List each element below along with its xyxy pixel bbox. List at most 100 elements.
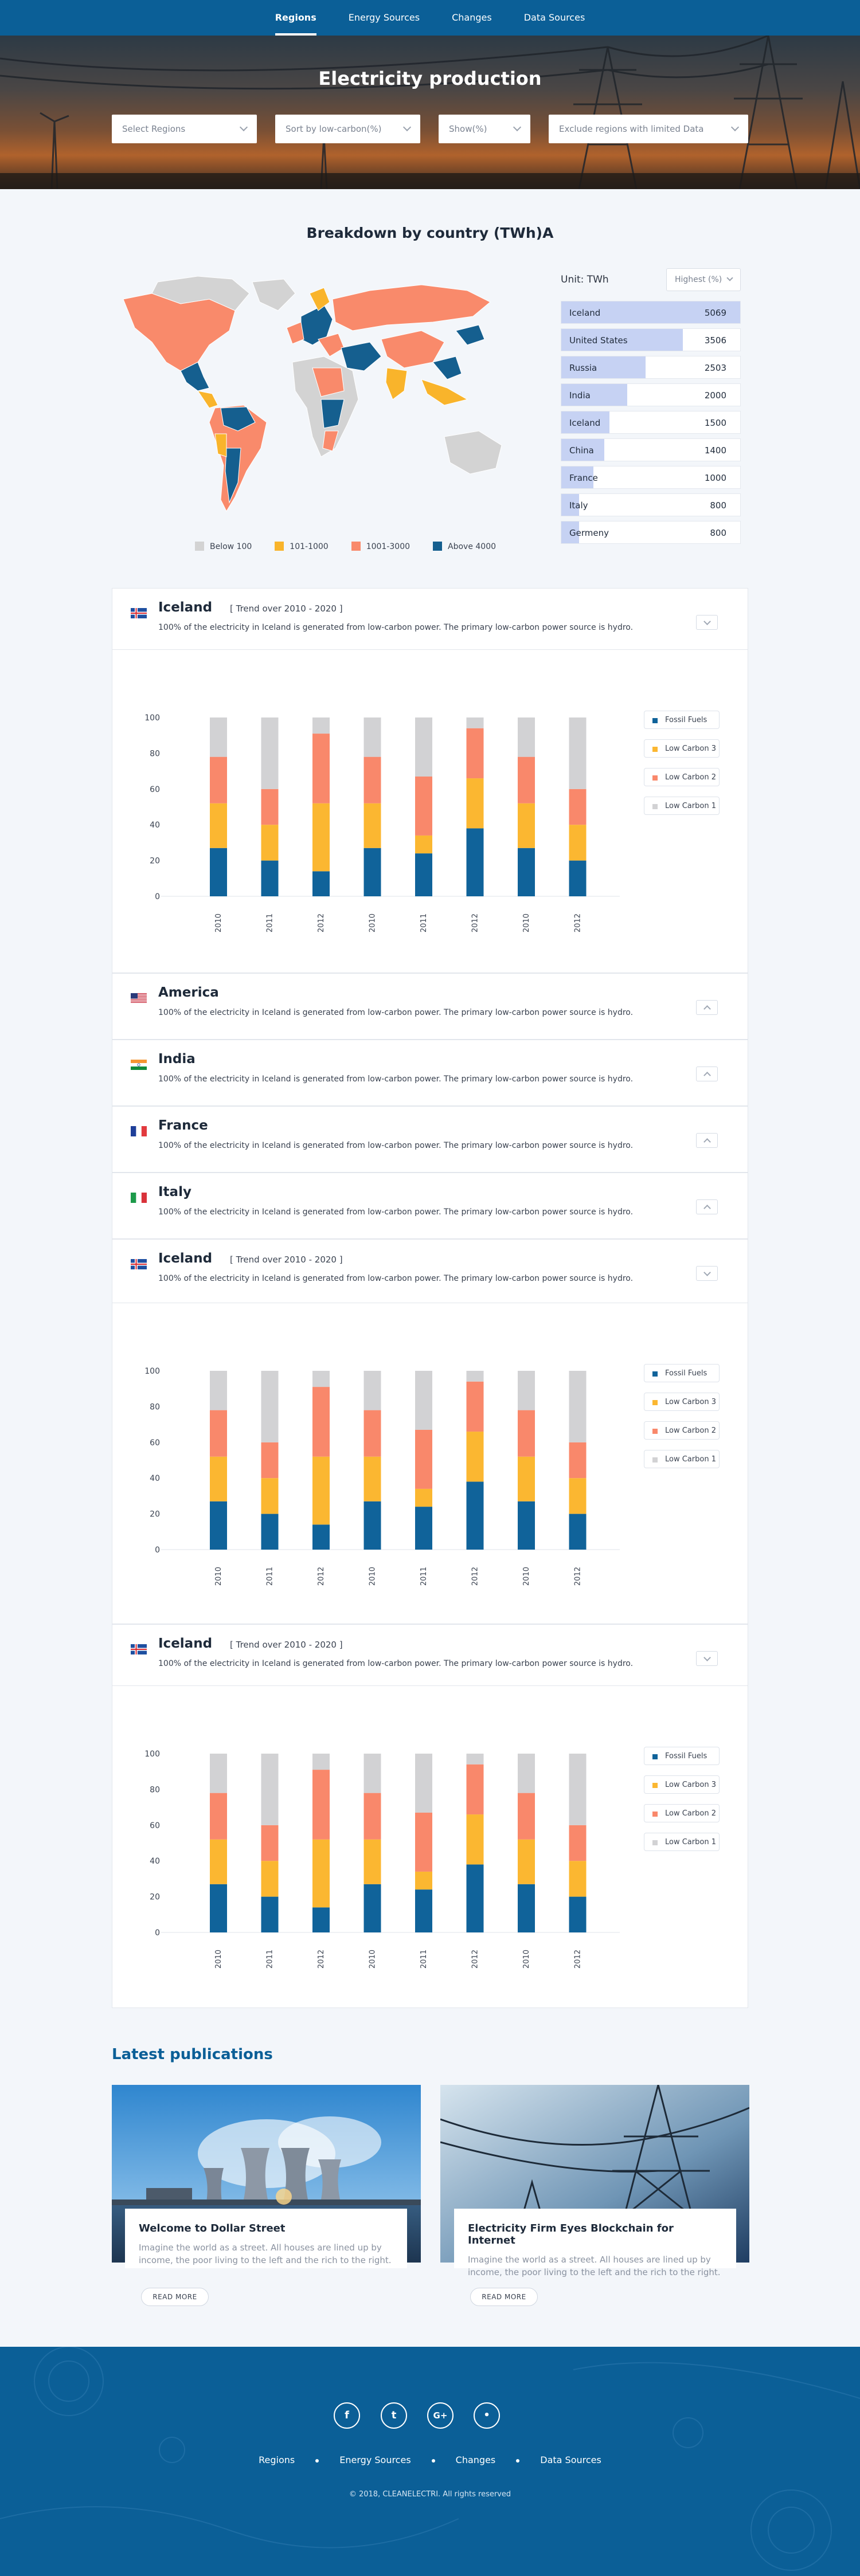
bar-segment[interactable] — [569, 789, 587, 825]
legend-item[interactable]: Low Carbon 1 — [644, 1450, 720, 1468]
bar-segment[interactable] — [415, 853, 432, 896]
facebook-icon[interactable]: f — [334, 2402, 360, 2429]
bar-segment[interactable] — [415, 1507, 432, 1550]
bar-segment[interactable] — [466, 1864, 484, 1932]
bar-segment[interactable] — [210, 1884, 227, 1932]
bar-segment[interactable] — [312, 1524, 330, 1550]
bar-segment[interactable] — [569, 1861, 587, 1897]
bar-segment[interactable] — [466, 1381, 484, 1432]
expand-toggle[interactable] — [696, 1133, 718, 1148]
bar-segment[interactable] — [312, 803, 330, 872]
bar-segment[interactable] — [466, 1754, 484, 1765]
legend-item[interactable]: Fossil Fuels — [644, 1747, 720, 1765]
bar-segment[interactable] — [312, 1770, 330, 1840]
ranking-row[interactable]: Russia 2503 — [561, 356, 741, 379]
sort-dropdown[interactable]: Sort by low-carbon(%) — [275, 115, 420, 143]
bar-segment[interactable] — [518, 717, 535, 757]
footer-nav-data-sources[interactable]: Data Sources — [540, 2455, 601, 2465]
bar-segment[interactable] — [210, 803, 227, 848]
bar-segment[interactable] — [261, 1754, 279, 1825]
ranking-row[interactable]: Iceland 1500 — [561, 411, 741, 434]
bar-segment[interactable] — [569, 1371, 587, 1442]
bar-segment[interactable] — [415, 1812, 432, 1872]
bar-segment[interactable] — [210, 717, 227, 757]
ranking-row[interactable]: France 1000 — [561, 466, 741, 489]
read-more-button[interactable]: READ MORE — [141, 2288, 209, 2306]
bar-segment[interactable] — [415, 1488, 432, 1507]
publication-card-dollar-street[interactable]: Welcome to Dollar Street Imagine the wor… — [125, 2209, 407, 2268]
bar-segment[interactable] — [363, 1884, 381, 1932]
bar-segment[interactable] — [415, 1429, 432, 1489]
world-map[interactable] — [112, 276, 507, 523]
bar-segment[interactable] — [261, 1514, 279, 1550]
bar-segment[interactable] — [210, 848, 227, 896]
bar-segment[interactable] — [518, 848, 535, 896]
footer-nav-regions[interactable]: Regions — [259, 2455, 295, 2465]
ranking-row[interactable]: United States 3506 — [561, 328, 741, 351]
footer-nav-energy-sources[interactable]: Energy Sources — [339, 2455, 411, 2465]
legend-item[interactable]: Low Carbon 2 — [644, 1804, 720, 1822]
bar-segment[interactable] — [312, 1839, 330, 1908]
bar-segment[interactable] — [312, 1456, 330, 1525]
bar-segment[interactable] — [518, 1410, 535, 1457]
bar-segment[interactable] — [363, 756, 381, 803]
bar-segment[interactable] — [518, 1456, 535, 1501]
twitter-icon[interactable]: t — [381, 2402, 407, 2429]
bar-segment[interactable] — [415, 776, 432, 836]
bar-segment[interactable] — [466, 1371, 484, 1382]
bar-segment[interactable] — [312, 871, 330, 896]
select-regions-dropdown[interactable]: Select Regions — [112, 115, 257, 143]
country-panel-italy[interactable]: Italy 100% of the electricity in Iceland … — [112, 1173, 748, 1239]
legend-item[interactable]: Low Carbon 3 — [644, 1393, 720, 1411]
bar-segment[interactable] — [518, 1754, 535, 1793]
bar-segment[interactable] — [363, 717, 381, 757]
bar-segment[interactable] — [415, 1871, 432, 1890]
bar-segment[interactable] — [569, 1825, 587, 1861]
bar-segment[interactable] — [415, 1371, 432, 1430]
google-plus-icon[interactable]: G+ — [427, 2402, 454, 2429]
bar-segment[interactable] — [518, 1884, 535, 1932]
bar-segment[interactable] — [210, 756, 227, 803]
bar-segment[interactable] — [569, 1514, 587, 1550]
footer-nav-changes[interactable]: Changes — [455, 2455, 496, 2465]
legend-item[interactable]: Fossil Fuels — [644, 1364, 720, 1382]
ranking-row[interactable]: China 1400 — [561, 438, 741, 461]
bar-segment[interactable] — [466, 1481, 484, 1550]
bar-segment[interactable] — [363, 1456, 381, 1501]
bar-segment[interactable] — [261, 1861, 279, 1897]
bar-segment[interactable] — [363, 1754, 381, 1793]
legend-item[interactable]: Fossil Fuels — [644, 711, 720, 729]
bar-segment[interactable] — [210, 1793, 227, 1840]
legend-item[interactable]: Low Carbon 1 — [644, 1833, 720, 1851]
collapse-toggle[interactable] — [696, 1266, 718, 1281]
bar-segment[interactable] — [363, 1793, 381, 1840]
bar-segment[interactable] — [415, 1754, 432, 1813]
legend-item[interactable]: Low Carbon 3 — [644, 1775, 720, 1794]
bar-segment[interactable] — [518, 756, 535, 803]
bar-segment[interactable] — [363, 848, 381, 896]
bar-segment[interactable] — [569, 1896, 587, 1932]
country-panel-america[interactable]: America 100% of the electricity in Icelan… — [112, 973, 748, 1040]
bar-segment[interactable] — [363, 1410, 381, 1457]
bar-segment[interactable] — [261, 1442, 279, 1479]
nav-energy-sources[interactable]: Energy Sources — [348, 12, 420, 23]
bar-segment[interactable] — [466, 717, 484, 728]
bar-segment[interactable] — [466, 1764, 484, 1815]
bar-segment[interactable] — [569, 860, 587, 896]
bar-segment[interactable] — [261, 789, 279, 825]
show-dropdown[interactable]: Show(%) — [439, 115, 530, 143]
country-panel-india[interactable]: India 100% of the electricity in Iceland … — [112, 1040, 748, 1106]
bar-segment[interactable] — [261, 860, 279, 896]
bar-segment[interactable] — [312, 1754, 330, 1770]
bar-segment[interactable] — [312, 1387, 330, 1457]
country-panel-iceland[interactable]: Iceland [ Trend over 2010 - 2020 ] 100% of… — [112, 588, 748, 650]
bar-segment[interactable] — [210, 1371, 227, 1410]
bar-segment[interactable] — [363, 1371, 381, 1410]
bar-segment[interactable] — [210, 1839, 227, 1884]
nav-data-sources[interactable]: Data Sources — [523, 12, 585, 23]
bar-segment[interactable] — [312, 734, 330, 803]
bar-segment[interactable] — [466, 778, 484, 829]
bar-segment[interactable] — [261, 1371, 279, 1442]
bar-segment[interactable] — [518, 803, 535, 848]
ranking-row[interactable]: Germeny 800 — [561, 521, 741, 544]
